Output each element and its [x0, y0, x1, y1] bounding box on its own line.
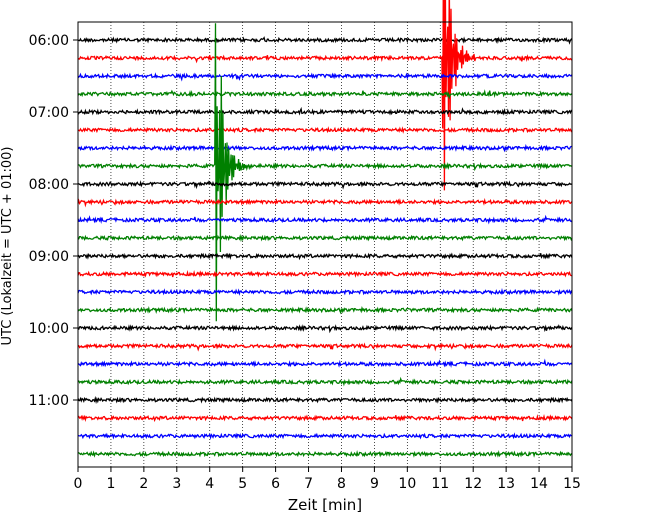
grid-lines	[110, 22, 540, 467]
trace-09:15	[77, 269, 573, 278]
x-tick-label-1: 1	[106, 476, 115, 492]
x-tick-label-8: 8	[337, 476, 346, 492]
trace-08:15	[77, 197, 573, 208]
trace-11:00	[77, 395, 573, 405]
x-tick-label-10: 10	[398, 476, 416, 492]
y-tick-label-09:00: 09:00	[29, 249, 69, 265]
x-tick-label-0: 0	[74, 476, 83, 492]
trace-10:15	[77, 342, 573, 352]
y-ticks: 06:00 07:00 08:00 09:00 10:00 11:00	[29, 33, 78, 409]
y-tick-label-11:00: 11:00	[29, 393, 69, 409]
trace-08:30	[77, 214, 573, 225]
x-tick-label-5: 5	[238, 476, 247, 492]
trace-07:00	[77, 106, 573, 116]
x-tick-label-13: 13	[497, 476, 515, 492]
trace-10:00	[77, 324, 573, 334]
x-axis-label: Zeit [min]	[288, 496, 362, 514]
trace-09:45	[77, 305, 573, 315]
y-tick-label-10:00: 10:00	[29, 321, 69, 337]
plot-frame	[77, 21, 573, 468]
trace-10:30	[78, 358, 573, 368]
trace-06:45	[77, 89, 573, 100]
x-tick-label-14: 14	[530, 476, 548, 492]
x-tick-label-6: 6	[271, 476, 280, 492]
trace-06:15	[77, 0, 573, 191]
trace-09:00	[77, 252, 573, 261]
y-tick-label-07:00: 07:00	[29, 105, 69, 121]
x-tick-label-9: 9	[370, 476, 379, 492]
trace-11:45	[77, 449, 573, 458]
trace-08:45	[77, 233, 573, 243]
trace-07:15	[77, 126, 573, 134]
y-tick-label-08:00: 08:00	[29, 177, 69, 193]
trace-06:00	[77, 36, 573, 45]
trace-11:30	[77, 432, 573, 440]
trace-layer	[77, 0, 573, 458]
y-tick-label-06:00: 06:00	[29, 33, 69, 49]
x-tick-label-11: 11	[431, 476, 449, 492]
trace-07:30	[77, 143, 572, 153]
x-tick-label-2: 2	[139, 476, 148, 492]
x-tick-label-12: 12	[464, 476, 482, 492]
x-tick-label-4: 4	[205, 476, 214, 492]
x-tick-label-3: 3	[172, 476, 181, 492]
trace-06:30	[77, 72, 573, 82]
trace-09:30	[77, 288, 573, 296]
trace-08:00	[77, 180, 573, 190]
x-tick-label-7: 7	[304, 476, 313, 492]
x-tick-label-15: 15	[563, 476, 581, 492]
y-axis-label: UTC (Lokalzeit = UTC + 01:00)	[0, 147, 15, 346]
trace-07:45	[77, 23, 573, 322]
trace-11:15	[77, 413, 573, 423]
x-ticks: 0 1 2 3 4 5 6 7 8 9 10 11 12 13 14 15	[74, 467, 581, 492]
trace-10:45	[78, 376, 573, 387]
